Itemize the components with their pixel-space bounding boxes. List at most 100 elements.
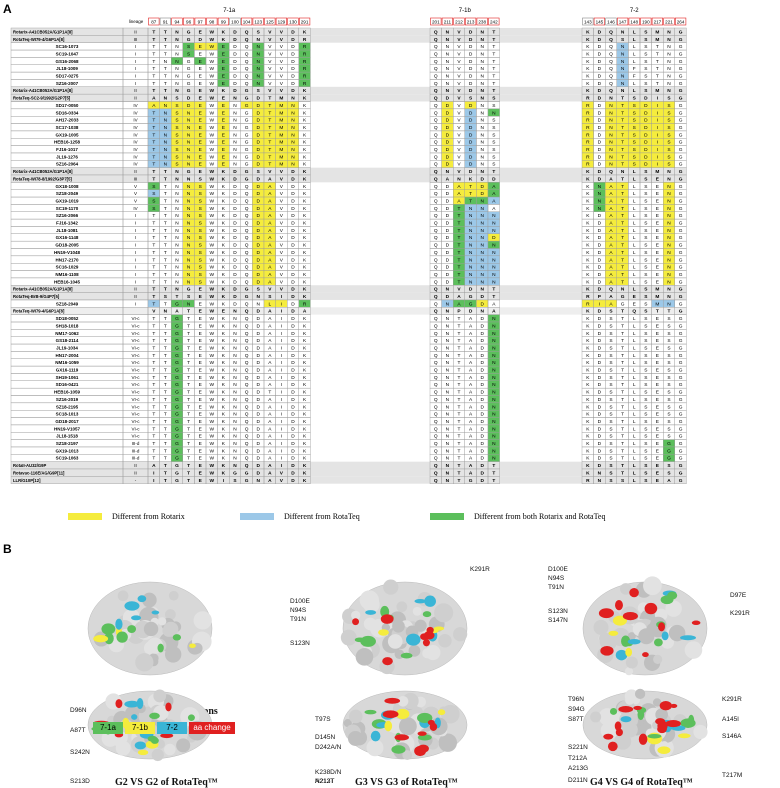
residue: T (458, 456, 461, 462)
residue: Q (434, 382, 438, 388)
residue: A (469, 441, 473, 447)
residue: N (446, 309, 450, 315)
residue: S (621, 37, 625, 43)
residue: T (458, 368, 461, 374)
residue: S (644, 338, 647, 344)
residue: W (210, 140, 215, 146)
residue: D (291, 382, 295, 388)
residue: D (598, 118, 602, 124)
residue: T (152, 345, 155, 351)
surface-bump (340, 629, 357, 646)
residue: D (291, 448, 295, 454)
lineage-value: I (135, 301, 136, 306)
residue: A (469, 323, 473, 329)
antigenic-patch (172, 633, 182, 641)
column-header: 96 (186, 19, 192, 24)
residue: D (598, 51, 602, 57)
residue: Q (434, 198, 438, 204)
residue: S (667, 147, 670, 153)
residue: N (480, 118, 484, 124)
residue: K (303, 412, 307, 418)
residue: G (245, 103, 249, 109)
residue: D (469, 59, 473, 65)
residue: N (164, 162, 168, 168)
residue: D (598, 140, 602, 146)
antigenic-patch (625, 647, 633, 657)
residue: D (480, 191, 484, 197)
residue: T (187, 353, 190, 359)
residue: Q (609, 44, 613, 50)
residue: K (586, 235, 590, 241)
residue: G (679, 257, 683, 263)
residue: K (222, 390, 226, 396)
residue: S (152, 184, 155, 190)
residue: D (469, 81, 473, 87)
residue: K (222, 353, 226, 359)
residue: D (469, 37, 473, 43)
strain-name: RotaTeq-WI78-8/1992/G3P7[5] (13, 176, 72, 181)
strain-name: GS18-2114 (56, 338, 79, 343)
residue: D (480, 441, 484, 447)
residue: D (233, 265, 237, 271)
residue: K (303, 162, 307, 168)
residue: E (656, 176, 660, 182)
residue: D (291, 243, 295, 249)
residue: I (657, 140, 658, 146)
residue: W (210, 257, 215, 263)
lineage-value: V (134, 184, 137, 189)
residue: T (164, 198, 167, 204)
residue: N (492, 368, 496, 374)
residue: W (210, 29, 215, 35)
aa-change-patch (658, 621, 666, 631)
residue: D (291, 287, 295, 293)
residue: S (644, 419, 647, 425)
residue: T (152, 147, 155, 153)
aa-change-patch (642, 651, 649, 657)
residue: G (175, 338, 179, 344)
residue: D (446, 265, 450, 271)
antigenic-patch (187, 713, 195, 721)
residue: N (446, 419, 450, 425)
residue: Q (434, 412, 438, 418)
residue: Q (609, 169, 613, 175)
residue: W (210, 235, 215, 241)
residue: S (667, 132, 670, 138)
surface-bump (135, 652, 154, 671)
residue: D (233, 37, 237, 43)
residue: D (598, 103, 602, 109)
residue: N (667, 301, 671, 307)
residue: V (457, 81, 461, 87)
surface-bump (438, 633, 452, 647)
residue: K (303, 279, 307, 285)
residue: D (256, 221, 260, 227)
residue: D (291, 463, 295, 469)
residue: T (621, 125, 624, 131)
residue: Q (434, 404, 438, 410)
residue: A (268, 184, 272, 190)
residue: S (609, 448, 612, 454)
residue: W (210, 88, 215, 94)
residue: S (609, 360, 612, 366)
antigenic-patch (609, 707, 618, 715)
aa-change-patch (382, 656, 393, 665)
surface-bump (383, 578, 399, 595)
residue: K (222, 456, 226, 462)
residue: K (222, 272, 226, 278)
residue: A (268, 434, 272, 440)
residue: D (256, 368, 260, 374)
residue: Q (245, 353, 249, 359)
residue: K (222, 338, 226, 344)
residue: Q (434, 250, 438, 256)
residue: W (210, 456, 215, 462)
residue: A (268, 456, 272, 462)
residue: R (586, 162, 590, 168)
residue: K (222, 221, 226, 227)
residue: E (656, 390, 659, 396)
strain-name: SD17-0275 (56, 74, 79, 79)
residue: A (268, 191, 272, 197)
residue: W (210, 132, 215, 138)
residue: R (586, 140, 590, 146)
residue: N (291, 140, 295, 146)
residue: K (303, 118, 307, 124)
residue: G (679, 478, 683, 484)
